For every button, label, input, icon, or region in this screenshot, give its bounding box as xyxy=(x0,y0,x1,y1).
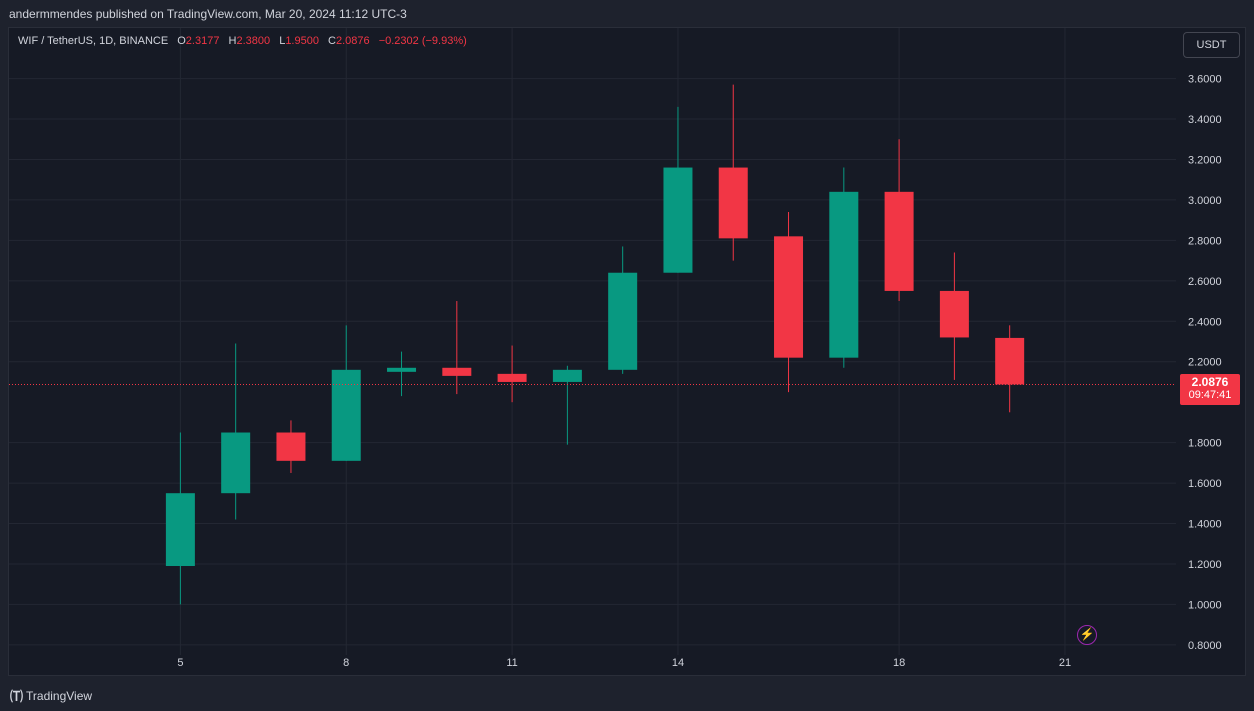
candle-body xyxy=(995,337,1025,385)
high-value: 2.3800 xyxy=(236,35,271,47)
open-value: 2.3177 xyxy=(185,35,220,47)
candle-body xyxy=(884,191,914,291)
brand-name: TradingView xyxy=(26,688,93,703)
close-value: 2.0876 xyxy=(335,35,370,47)
time-axis: 5 8 11 14 18 21 xyxy=(177,657,1071,669)
x-tick-label: 21 xyxy=(1059,657,1071,669)
y-tick-label: 1.4000 xyxy=(1188,519,1222,531)
y-tick-label: 2.6000 xyxy=(1188,276,1222,288)
y-tick-label: 3.4000 xyxy=(1188,114,1222,126)
x-tick-label: 11 xyxy=(506,657,517,669)
candle-body xyxy=(774,236,804,358)
candle-body xyxy=(829,191,859,358)
candle[interactable] xyxy=(995,325,1025,413)
change-value: −0.2302 (−9.93%) xyxy=(378,35,467,47)
candle-body xyxy=(221,432,251,494)
y-tick-label: 2.4000 xyxy=(1188,316,1222,328)
candle[interactable] xyxy=(774,212,804,393)
candle-body xyxy=(663,167,693,273)
last-price-tag: 2.0876 09:47:41 xyxy=(1180,374,1240,405)
low-value: 1.9500 xyxy=(285,35,319,47)
candle-body xyxy=(276,432,306,461)
candle[interactable] xyxy=(718,84,748,261)
x-tick-label: 5 xyxy=(177,657,183,669)
y-tick-label: 2.8000 xyxy=(1188,235,1222,247)
candle-body xyxy=(442,367,472,376)
tradingview-logo-icon: 🄣 xyxy=(10,689,23,704)
published-header: andermmendes published on TradingView.co… xyxy=(9,7,407,21)
x-tick-label: 18 xyxy=(893,657,905,669)
y-tick-label: 3.0000 xyxy=(1188,195,1222,207)
candle[interactable] xyxy=(331,325,361,461)
y-tick-label: 1.2000 xyxy=(1188,559,1222,571)
x-tick-label: 14 xyxy=(672,657,684,669)
candle[interactable] xyxy=(663,106,693,273)
candle[interactable] xyxy=(497,345,527,403)
symbol-name[interactable]: WIF / TetherUS, 1D, BINANCE xyxy=(18,35,169,47)
y-tick-label: 3.6000 xyxy=(1188,74,1222,86)
y-tick-label: 0.8000 xyxy=(1188,640,1222,652)
candle[interactable] xyxy=(387,351,417,397)
candle[interactable] xyxy=(608,246,638,374)
y-tick-label: 1.0000 xyxy=(1188,599,1222,611)
candle[interactable] xyxy=(884,139,914,302)
candle[interactable] xyxy=(442,301,472,395)
lightning-icon[interactable]: ⚡ xyxy=(1077,625,1097,645)
candle[interactable] xyxy=(552,365,582,445)
y-tick-label: 3.2000 xyxy=(1188,154,1222,166)
candle-body xyxy=(718,167,748,239)
last-price-value: 2.0876 xyxy=(1191,375,1229,389)
y-tick-label: 1.8000 xyxy=(1188,438,1222,450)
y-tick-label: 2.2000 xyxy=(1188,357,1222,369)
candle[interactable] xyxy=(276,420,306,473)
candle[interactable] xyxy=(829,167,859,368)
candles xyxy=(165,84,1025,605)
grid-lines xyxy=(9,28,1176,655)
open-label: O xyxy=(177,35,186,47)
y-tick-label: 1.6000 xyxy=(1188,478,1222,490)
symbol-legend: WIF / TetherUS, 1D, BINANCE O2.3177 H2.3… xyxy=(18,35,467,47)
currency-button[interactable]: USDT xyxy=(1183,32,1240,58)
candle-body xyxy=(552,369,582,382)
candle-body xyxy=(331,369,361,461)
tradingview-brand[interactable]: 🄣 TradingView xyxy=(10,686,92,705)
price-axis: 3.6000 3.4000 3.2000 3.0000 2.8000 2.6000 2.40… xyxy=(1188,74,1222,652)
high-label: H xyxy=(228,35,237,47)
candle[interactable] xyxy=(165,432,195,605)
candle-body xyxy=(387,367,417,372)
candle-body xyxy=(939,290,969,338)
low-label: L xyxy=(279,35,286,47)
bar-countdown: 09:47:41 xyxy=(1188,389,1232,401)
candle-body xyxy=(165,493,195,567)
footer-bar xyxy=(0,676,1254,711)
x-tick-label: 8 xyxy=(343,657,349,669)
candle[interactable] xyxy=(221,343,251,520)
candle[interactable] xyxy=(939,252,969,380)
candle-body xyxy=(497,373,527,382)
candle-body xyxy=(608,272,638,370)
close-label: C xyxy=(328,35,336,47)
